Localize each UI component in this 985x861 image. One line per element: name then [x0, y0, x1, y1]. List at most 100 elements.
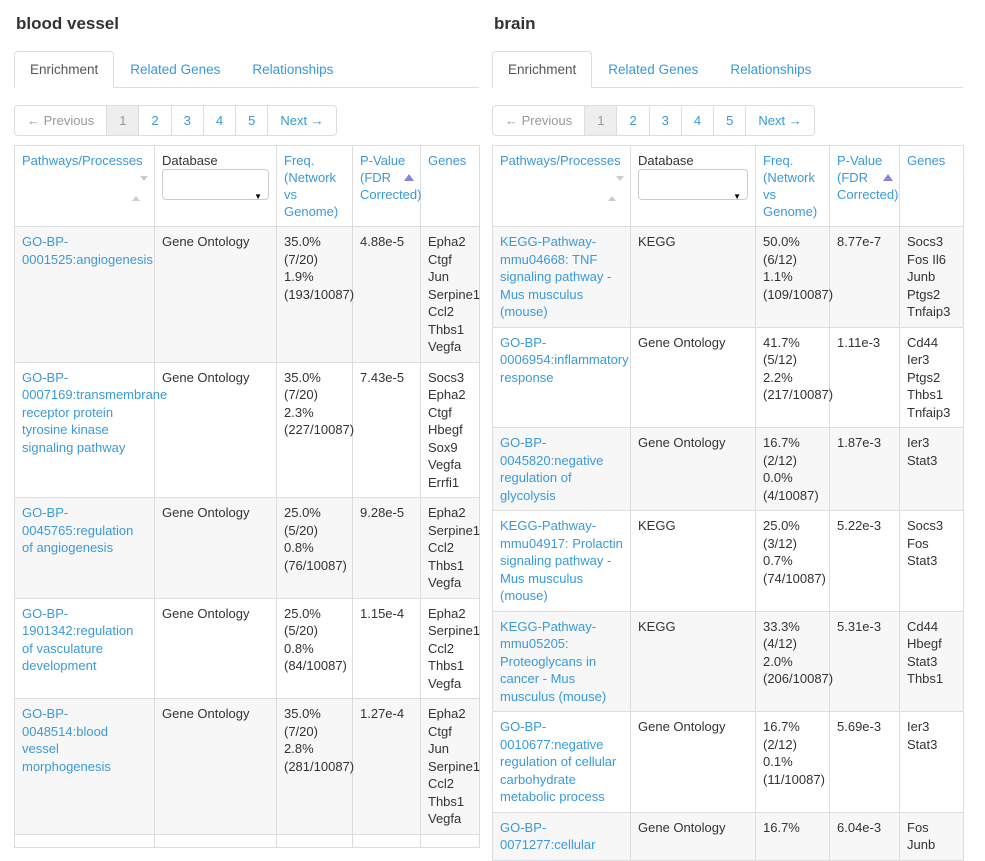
pvalue-cell: 1.15e-4	[352, 597, 421, 699]
header-pathways-label: Pathways/Processes	[22, 153, 143, 168]
genes-cell: Epha2 Ctgf Jun Serpine1 Ccl2 Thbs1 Vegfa	[420, 226, 480, 363]
freq-cell: 35.0% (7/20) 1.9% (193/10087)	[276, 226, 354, 363]
pathway-link[interactable]: GO-BP-0001525:angiogenesis	[22, 234, 153, 267]
table-row: GO-BP-0048514:blood vessel morphogenesis…	[14, 698, 480, 835]
database-cell: Gene Ontology	[154, 361, 277, 498]
pvalue-cell: 8.77e-7	[829, 226, 900, 328]
panel-title: blood vessel	[16, 14, 119, 33]
pathway-link[interactable]: GO-BP-0010677:negative regulation of cel…	[500, 719, 617, 804]
database-cell: Gene Ontology	[630, 326, 756, 428]
pathway-cell: KEGG-Pathway-mmu04668: TNF signaling pat…	[492, 226, 631, 328]
page-button-2[interactable]: 2	[138, 105, 172, 136]
page-button-4[interactable]: 4	[680, 105, 715, 136]
freq-cell: 41.7% (5/12) 2.2% (217/10087)	[755, 326, 833, 428]
tab-related-genes[interactable]: Related Genes	[130, 62, 221, 77]
panel-title: brain	[494, 14, 536, 33]
tab-enrichment[interactable]: Enrichment	[14, 51, 115, 88]
enrichment-table: Pathways/Processes Database ▼ Freq. (Net…	[492, 145, 964, 861]
pathway-link[interactable]: KEGG-Pathway-mmu04917: Prolactin signali…	[500, 518, 623, 603]
header-freq: Freq. (Network vs Genome)	[276, 145, 353, 227]
table-row	[14, 833, 480, 848]
freq-cell: 35.0% (7/20) 2.3% (227/10087)	[276, 361, 354, 498]
pathway-link[interactable]: GO-BP-1901342:regulation of vasculature …	[22, 605, 134, 674]
pathway-link[interactable]: GO-BP-0071277:cellular	[500, 819, 596, 853]
pathway-link[interactable]: KEGG-Pathway-mmu04668: TNF signaling pat…	[500, 234, 612, 319]
header-pathways[interactable]: Pathways/Processes	[14, 145, 155, 227]
pathway-cell: GO-BP-0010677:negative regulation of cel…	[492, 711, 631, 813]
table-row: GO-BP-0071277:cellular Gene Ontology 16.7%…	[492, 811, 964, 861]
page-button-1[interactable]: 1	[106, 105, 140, 136]
genes-cell: Epha2 Serpine1 Ccl2 Thbs1 Vegfa	[420, 497, 480, 599]
page-button-4[interactable]: 4	[202, 105, 237, 136]
header-database-label: Database	[638, 153, 694, 168]
header-genes: Genes	[420, 145, 480, 227]
table-row: KEGG-Pathway-mmu04668: TNF signaling pat…	[492, 226, 964, 328]
pathway-cell: GO-BP-0007169:transmembrane receptor pro…	[14, 361, 167, 498]
table-row: GO-BP-1901342:regulation of vasculature …	[14, 597, 480, 699]
page-button-1[interactable]: 1	[584, 105, 618, 136]
tab-related-genes[interactable]: Related Genes	[608, 62, 699, 77]
pathway-link[interactable]: GO-BP-0048514:blood vessel morphogenesis	[22, 706, 111, 774]
pvalue-cell: 1.87e-3	[829, 427, 900, 511]
page-button-2[interactable]: 2	[616, 105, 650, 136]
header-pvalue-label: P-Value (FDR Corrected)	[837, 153, 899, 202]
tab-bar: Enrichment Related Genes Relationships	[492, 51, 963, 88]
pathway-cell: GO-BP-0048514:blood vessel morphogenesis	[14, 698, 155, 835]
genes-cell	[420, 833, 480, 848]
pathway-cell: GO-BP-0045765:regulation of angiogenesis	[14, 497, 155, 599]
tab-relationships[interactable]: Relationships	[730, 62, 812, 77]
database-cell: Gene Ontology	[630, 711, 756, 813]
tab-enrichment[interactable]: Enrichment	[492, 51, 593, 88]
pvalue-cell: 5.69e-3	[829, 711, 900, 813]
pathway-link[interactable]: GO-BP-0007169:transmembrane receptor pro…	[22, 369, 168, 455]
pathway-cell: KEGG-Pathway-mmu04917: Prolactin signali…	[492, 510, 631, 612]
pathway-cell: GO-BP-0001525:angiogenesis	[14, 226, 155, 363]
table-row: GO-BP-0007169:transmembrane receptor pro…	[14, 361, 480, 498]
pathway-cell: GO-BP-1901342:regulation of vasculature …	[14, 597, 155, 699]
database-filter-select[interactable]	[162, 169, 269, 200]
freq-cell: 16.7%	[755, 811, 830, 861]
database-filter-select[interactable]	[638, 169, 748, 200]
header-pvalue[interactable]: P-Value (FDR Corrected)	[352, 145, 422, 227]
table-header-row: Pathways/Processes Database ▼ Freq. (Net…	[492, 145, 964, 227]
table-row: GO-BP-0045765:regulation of angiogenesis…	[14, 497, 480, 599]
pathway-link[interactable]: GO-BP-0006954:inflammatory response	[500, 334, 629, 385]
freq-cell: 25.0% (5/20) 0.8% (84/10087)	[276, 597, 353, 699]
pathway-link[interactable]: GO-BP-0045820:negative regulation of gly…	[500, 435, 604, 503]
page-button-5[interactable]: 5	[713, 105, 747, 136]
pathway-cell: GO-BP-0071277:cellular	[492, 811, 631, 861]
database-cell: Gene Ontology	[154, 597, 277, 699]
prev-page-button[interactable]: ← Previous	[492, 105, 586, 136]
pathway-link[interactable]: KEGG-Pathway-mmu05205: Proteoglycans in …	[500, 618, 607, 704]
page-button-3[interactable]: 3	[170, 105, 204, 136]
page-button-3[interactable]: 3	[648, 105, 682, 136]
next-page-button[interactable]: Next →	[745, 105, 815, 136]
freq-cell: 35.0% (7/20) 2.8% (281/10087)	[276, 698, 354, 835]
header-pvalue[interactable]: P-Value (FDR Corrected)	[829, 145, 900, 227]
database-cell: Gene Ontology	[630, 811, 756, 861]
tab-bar: Enrichment Related Genes Relationships	[14, 51, 479, 88]
table-row: KEGG-Pathway-mmu04917: Prolactin signali…	[492, 510, 964, 612]
genes-cell: Ier3 Stat3	[899, 427, 964, 511]
tab-relationships[interactable]: Relationships	[252, 62, 334, 77]
genes-cell: Cd44 Hbegf Stat3 Thbs1	[899, 610, 964, 712]
panel-blood-vessel: blood vessel Enrichment Related Genes Re…	[14, 12, 480, 861]
header-pvalue-label: P-Value (FDR Corrected)	[360, 153, 422, 202]
panel-brain: brain Enrichment Related Genes Relations…	[492, 12, 964, 861]
pathway-link[interactable]: GO-BP-0045765:regulation of angiogenesis	[22, 505, 134, 555]
genes-cell: Epha2 Serpine1 Ccl2 Thbs1 Vegfa	[420, 597, 480, 699]
next-page-button[interactable]: Next →	[267, 105, 337, 136]
freq-cell: 25.0% (3/12) 0.7% (74/10087)	[755, 510, 830, 612]
prev-page-button[interactable]: ← Previous	[14, 105, 108, 136]
table-header-row: Pathways/Processes Database ▼ Freq. (Net…	[14, 145, 480, 227]
pathway-cell	[14, 833, 155, 848]
database-cell	[154, 833, 277, 848]
page-button-5[interactable]: 5	[235, 105, 269, 136]
freq-cell: 16.7% (2/12) 0.0% (4/10087)	[755, 427, 830, 511]
pvalue-cell: 1.11e-3	[829, 326, 900, 428]
database-cell: Gene Ontology	[630, 427, 756, 511]
database-cell: Gene Ontology	[154, 497, 277, 599]
sort-icon	[132, 176, 148, 201]
header-pathways[interactable]: Pathways/Processes	[492, 145, 631, 227]
